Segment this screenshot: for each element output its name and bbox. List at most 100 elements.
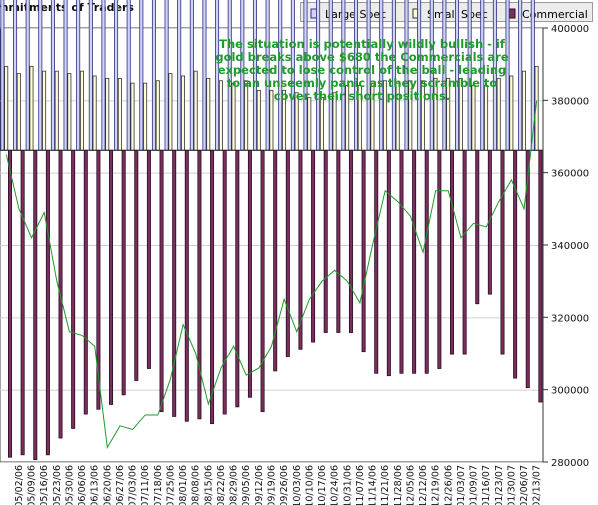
bar-commercial-35 [449,149,454,355]
bar-commercial-11 [146,149,151,369]
bar-commercial-19 [247,149,252,398]
bar-commercial-16 [210,149,215,425]
bar-large-spec-5 [63,0,68,151]
x-tick-label-39: 01/30/07 [506,465,517,505]
bar-small-spec-10 [130,82,135,151]
bar-commercial-12 [159,149,164,413]
x-tick-label-19: 09/12/06 [254,465,265,505]
x-tick-label-8: 06/27/06 [115,465,126,505]
x-tick-label-13: 08/01/06 [178,465,189,505]
x-axis: 05/02/06 05/09/06 05/16/06 05/23/06 05/30/06… [14,465,543,505]
price-line [5,100,538,450]
bar-commercial-9 [121,149,126,396]
bar-commercial-36 [462,149,467,355]
bar-large-spec-8 [101,0,106,151]
x-tick-label-0: 05/02/06 [14,465,25,505]
bar-small-spec-11 [143,82,148,151]
right-axis-tick-label-3: 340000 [551,241,589,252]
right-axis-tick-label-0: 400000 [551,24,589,35]
bar-large-spec-6 [76,0,81,151]
x-tick-label-6: 06/13/06 [90,465,101,505]
x-tick-label-17: 08/29/06 [229,465,240,505]
bar-commercial-39 [500,149,505,355]
bar-commercial-27 [348,149,353,333]
x-tick-label-35: 01/03/07 [456,465,467,505]
bar-commercial-29 [374,149,379,374]
bar-small-spec-41 [521,70,526,151]
x-tick-label-32: 12/12/06 [418,465,429,505]
bar-small-spec-5 [67,73,72,151]
x-tick-label-38: 01/23/07 [494,465,505,505]
x-tick-label-25: 10/24/06 [330,465,341,505]
bar-commercial-33 [424,149,429,374]
x-tick-label-41: 02/13/07 [532,465,543,505]
bar-commercial-14 [184,149,189,422]
bar-large-spec-14 [177,0,182,151]
bar-small-spec-25 [319,97,324,151]
bar-large-spec-4 [50,0,55,151]
bar-large-spec-9 [114,0,119,151]
legend-label-commercial: Commercial [522,8,588,21]
x-tick-label-37: 01/16/07 [481,465,492,505]
bar-commercial-28 [361,149,366,353]
x-tick-label-3: 05/23/06 [52,465,63,505]
bar-large-spec-41 [518,0,523,151]
bar-small-spec-0 [4,65,9,151]
x-tick-label-24: 10/17/06 [317,465,328,505]
bar-commercial-30 [386,149,391,377]
x-tick-label-18: 09/05/06 [241,465,252,505]
x-tick-label-2: 05/16/06 [39,465,50,505]
right-axis: 400000 380000 360000 340000 320000 300000 2800… [542,24,589,469]
right-axis-tick-label-5: 300000 [551,386,589,397]
bar-commercial-18 [235,149,240,408]
bar-small-spec-4 [54,70,59,151]
bar-commercial-13 [172,149,177,417]
right-axis-tick-label-2: 360000 [551,169,589,180]
bar-small-spec-15 [193,70,198,151]
bar-commercial-24 [311,149,316,343]
x-tick-label-11: 07/18/06 [153,465,164,505]
x-tick-label-40: 02/06/07 [519,465,530,505]
x-tick-label-23: 10/10/06 [304,465,315,505]
bar-commercial-40 [513,149,518,379]
x-tick-label-29: 11/21/06 [380,465,391,505]
x-tick-label-16: 08/22/06 [216,465,227,505]
right-axis-tick-label-1: 380000 [551,96,589,107]
bar-commercial-34 [437,149,442,369]
bar-large-spec-13 [164,0,169,151]
bar-large-spec-15 [189,0,194,151]
bar-small-spec-14 [180,75,185,151]
x-tick-label-15: 08/15/06 [203,465,214,505]
bar-commercial-26 [336,149,341,333]
bar-small-spec-2 [29,65,34,151]
bar-large-spec-11 [139,0,144,151]
bar-large-spec-7 [88,0,93,151]
bar-commercial-42 [538,149,543,403]
bar-small-spec-8 [105,77,110,151]
bar-commercial-20 [260,149,265,413]
x-tick-label-10: 07/11/06 [140,465,151,505]
bar-commercial-5 [71,149,76,429]
bar-commercial-32 [412,149,417,374]
bar-commercial-37 [475,149,480,305]
bar-commercial-2 [33,149,38,460]
bar-small-spec-7 [92,75,97,151]
bar-large-spec-16 [202,0,207,151]
x-tick-label-30: 11/28/06 [393,465,404,505]
bar-commercial-22 [285,149,290,357]
x-tick-label-21: 09/26/06 [279,465,290,505]
bar-commercial-17 [222,149,227,415]
bar-commercial-31 [399,149,404,374]
x-tick-label-28: 11/14/06 [368,465,379,505]
x-tick-label-4: 05/30/06 [64,465,75,505]
bar-commercial-0 [8,149,13,458]
bar-commercial-10 [134,149,139,381]
bar-commercial-25 [323,149,328,333]
x-tick-label-1: 05/09/06 [27,465,38,505]
bar-large-spec-0 [0,0,5,151]
bar-large-spec-10 [126,0,131,151]
bar-large-spec-12 [151,0,156,151]
x-tick-label-33: 12/19/06 [431,465,442,505]
bar-small-spec-9 [117,77,122,151]
